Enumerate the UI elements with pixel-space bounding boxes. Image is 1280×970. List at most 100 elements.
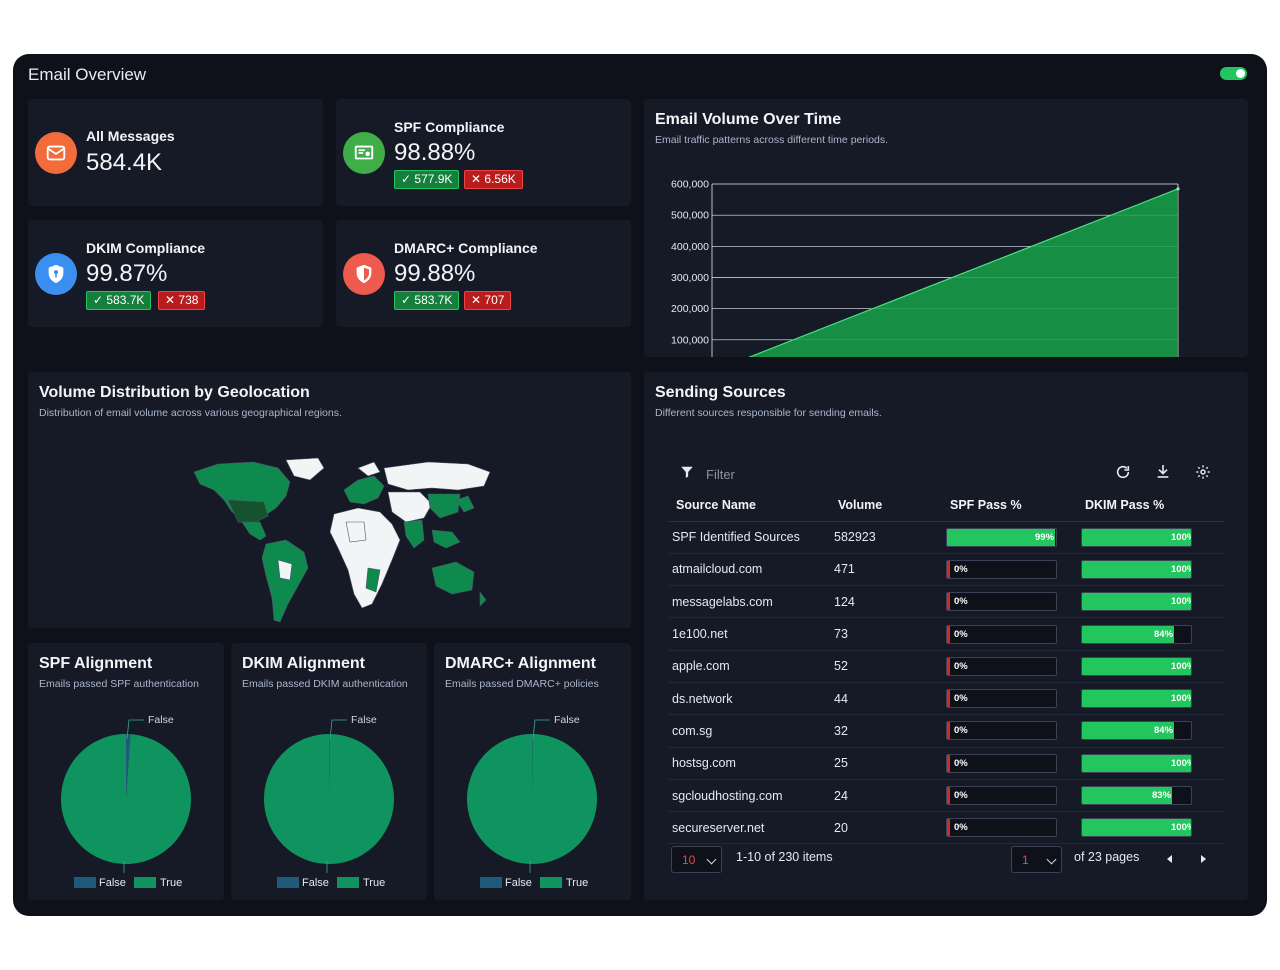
pie-slice-false[interactable] [329, 734, 330, 799]
spf-pass-bar: 99% [946, 527, 1057, 547]
filter-input[interactable] [706, 464, 866, 484]
page-size-value: 10 [682, 853, 696, 867]
certificate-icon [343, 132, 385, 174]
page-value: 1 [1022, 853, 1029, 867]
table-row[interactable]: com.sg 32 0% 84% [668, 714, 1225, 748]
card-title: Sending Sources [655, 384, 786, 401]
bar-fill [1082, 528, 1191, 546]
legend-label[interactable]: False [302, 877, 329, 889]
table-row[interactable]: secureserver.net 20 0% 100% [668, 811, 1225, 845]
download-icon[interactable] [1155, 463, 1171, 484]
spf-pass-bar: 0% [946, 721, 1057, 741]
legend-label[interactable]: True [160, 877, 182, 889]
kpi-label: All Messages [86, 128, 175, 144]
pass-badge: ✓ 583.7K [86, 291, 152, 310]
shield-key-icon [35, 253, 77, 295]
bar-label: 100% [1171, 531, 1191, 543]
bar-label: 0% [954, 790, 968, 802]
bar-fill [1082, 593, 1191, 611]
table-body: SPF Identified Sources 582923 99% 100%at… [668, 521, 1225, 845]
page-select[interactable]: 1 [1011, 846, 1062, 873]
bar-label: 100% [1171, 693, 1191, 705]
bar-label: 84% [1154, 725, 1174, 737]
spf-pass-cell: 0% [942, 811, 1077, 845]
next-page-icon[interactable] [1201, 855, 1206, 863]
leader-line [329, 719, 347, 740]
dkim-pass-bar: 84% [1081, 624, 1192, 644]
column-header[interactable]: Volume [830, 489, 942, 522]
legend-swatch [277, 877, 299, 888]
card-subtitle: Emails passed DKIM authentication [242, 678, 408, 690]
pie-slice-true[interactable] [60, 734, 191, 864]
refresh-icon[interactable] [1115, 464, 1131, 485]
dkim-pass-bar: 100% [1081, 592, 1192, 612]
source-name: apple.com [668, 650, 830, 683]
pass-badge: ✓ 577.9K [394, 170, 460, 189]
bar-label: 100% [1171, 563, 1191, 575]
table-row[interactable]: hostsg.com 25 0% 100% [668, 747, 1225, 780]
card-subtitle: Email traffic patterns across different … [655, 134, 889, 146]
source-volume: 25 [830, 747, 942, 780]
pie-slice-false[interactable] [126, 734, 131, 799]
column-header[interactable]: Source Name [668, 489, 830, 522]
table-row[interactable]: SPF Identified Sources 582923 99% 100% [668, 521, 1225, 554]
spf-alignment-card: SPF Alignment Emails passed SPF authenti… [28, 643, 224, 900]
pie-slice-true[interactable] [263, 734, 394, 864]
source-volume: 124 [830, 585, 942, 619]
card-subtitle: Distribution of email volume across vari… [39, 407, 342, 419]
dkim-pass-cell: 83% [1077, 779, 1225, 813]
bar-fill [947, 722, 950, 740]
dkim-pass-cell: 100% [1077, 585, 1225, 619]
spf-pass-cell: 0% [942, 553, 1077, 587]
card-title: Volume Distribution by Geolocation [39, 384, 310, 401]
source-volume: 20 [830, 811, 942, 845]
source-name: messagelabs.com [668, 585, 830, 619]
leader-line [532, 719, 550, 740]
pie-slice-true[interactable] [467, 734, 598, 864]
world-map[interactable] [28, 372, 631, 628]
settings-gear-icon[interactable] [1195, 464, 1211, 485]
table-row[interactable]: 1e100.net 73 0% 84% [668, 617, 1225, 651]
table-row[interactable]: apple.com 52 0% 100% [668, 650, 1225, 683]
legend-label[interactable]: True [566, 877, 588, 889]
theme-toggle[interactable] [1220, 67, 1247, 80]
column-header[interactable]: DKIM Pass % [1077, 489, 1225, 522]
table-row[interactable]: atmailcloud.com 471 0% 100% [668, 553, 1225, 587]
bar-fill [1082, 560, 1191, 578]
spf-pass-cell: 0% [942, 585, 1077, 619]
legend-swatch [337, 877, 359, 888]
spf-pass-bar: 0% [946, 753, 1057, 773]
bar-fill [947, 754, 950, 772]
data-point[interactable] [1176, 187, 1180, 191]
legend-label[interactable]: False [505, 877, 532, 889]
spf-pass-cell: 99% [942, 521, 1077, 554]
bar-label: 0% [954, 822, 968, 834]
table-row[interactable]: messagelabs.com 124 0% 100% [668, 585, 1225, 619]
legend-label[interactable]: False [99, 877, 126, 889]
table-row[interactable]: sgcloudhosting.com 24 0% 83% [668, 779, 1225, 813]
legend-swatch [134, 877, 156, 888]
source-name: com.sg [668, 714, 830, 748]
spf-pass-cell: 0% [942, 682, 1077, 716]
table-row[interactable]: ds.network 44 0% 100% [668, 682, 1225, 716]
bar-fill [1082, 690, 1191, 708]
bar-fill [1082, 657, 1191, 675]
column-header[interactable]: SPF Pass % [942, 489, 1077, 522]
filter-icon[interactable] [680, 465, 694, 484]
chevron-down-icon [1046, 854, 1057, 865]
dkim-pass-cell: 100% [1077, 682, 1225, 716]
area-fill [749, 188, 1178, 357]
pagination-range: 1-10 of 230 items [736, 850, 833, 864]
bar-label: 99% [1035, 531, 1055, 543]
bar-fill [947, 560, 950, 578]
bar-fill [947, 787, 950, 805]
pass-badge: ✓ 583.7K [394, 291, 460, 310]
source-volume: 582923 [830, 521, 942, 554]
source-name: atmailcloud.com [668, 553, 830, 587]
prev-page-icon[interactable] [1167, 855, 1172, 863]
page-size-select[interactable]: 10 [671, 846, 722, 873]
legend-label[interactable]: True [363, 877, 385, 889]
series-line [748, 188, 1179, 357]
kpi-card-dmarc: DMARC+ Compliance 99.88% ✓ 583.7K ✕ 707 [336, 220, 631, 327]
dkim-pass-cell: 100% [1077, 747, 1225, 780]
